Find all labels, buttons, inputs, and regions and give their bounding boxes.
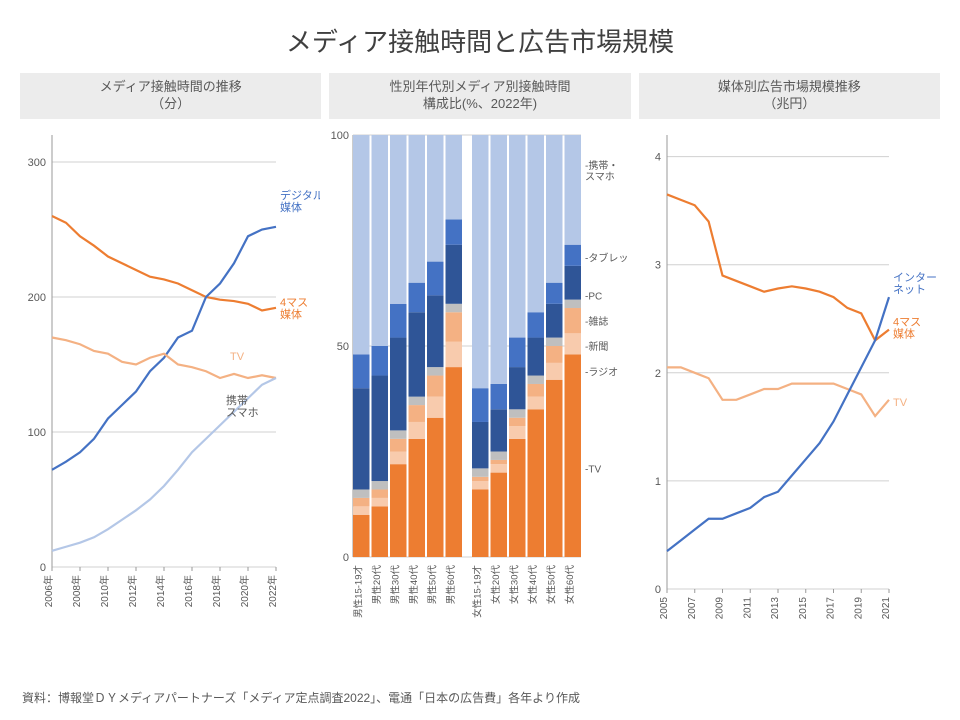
chart3-line: 0 1 2 3 4 2005 2007 2009 2011 2013 2015 2017 2019 202… — [639, 129, 940, 633]
svg-text:4マス媒体: 4マス媒体 — [893, 316, 921, 340]
svg-text:-タブレット: -タブレット — [585, 251, 629, 264]
svg-text:1: 1 — [655, 476, 661, 488]
chart2-stacked-bar: 0 50 100 男性15-19才男性20代男性30代男性40代男性50代男性60代 女… — [329, 129, 630, 633]
svg-text:0: 0 — [40, 562, 46, 574]
svg-text:2: 2 — [655, 368, 661, 380]
svg-text:2016年: 2016年 — [182, 575, 195, 607]
svg-text:男性40代: 男性40代 — [408, 564, 420, 604]
svg-text:女性15-19才: 女性15-19才 — [472, 565, 484, 618]
main-title: メディア接触時間と広告市場規模 — [0, 0, 960, 73]
source-text: 資料：博報堂ＤＹメディアパートナーズ「メディア定点調査2022」、電通「日本の広… — [22, 689, 580, 706]
svg-text:2015: 2015 — [797, 596, 808, 619]
svg-text:女性30代: 女性30代 — [509, 564, 521, 604]
panel-composition: 性別年代別メディア別接触時間構成比(%、2022年) 0 50 100 男性15-19… — [329, 73, 630, 633]
svg-text:50: 50 — [337, 341, 349, 353]
svg-text:200: 200 — [28, 292, 46, 304]
svg-text:男性50代: 男性50代 — [427, 564, 439, 604]
svg-text:4: 4 — [655, 151, 661, 163]
svg-text:男性20代: 男性20代 — [371, 564, 383, 604]
panel-ad-market: 媒体別広告市場規模推移（兆円） 0 1 2 3 4 2005 2007 2009 2011 201… — [639, 73, 940, 633]
svg-text:4マス媒体: 4マス媒体 — [280, 297, 308, 321]
panel2-title: 性別年代別メディア別接触時間構成比(%、2022年) — [329, 73, 630, 119]
svg-text:2021: 2021 — [881, 596, 892, 619]
svg-text:2022年: 2022年 — [266, 575, 279, 607]
svg-text:TV: TV — [893, 397, 908, 409]
svg-text:2005: 2005 — [659, 596, 670, 619]
svg-text:2008年: 2008年 — [70, 575, 83, 607]
svg-text:0: 0 — [655, 584, 661, 596]
svg-text:2017: 2017 — [825, 596, 836, 619]
svg-text:女性20代: 女性20代 — [490, 564, 502, 604]
svg-text:2009: 2009 — [714, 596, 725, 619]
svg-text:2007: 2007 — [686, 596, 697, 619]
svg-text:100: 100 — [28, 427, 46, 439]
svg-text:2019: 2019 — [853, 596, 864, 619]
svg-text:-携帯・スマホ: -携帯・スマホ — [585, 159, 618, 183]
panel3-title: 媒体別広告市場規模推移（兆円） — [639, 73, 940, 119]
svg-text:-PC: -PC — [585, 291, 602, 302]
svg-text:2012年: 2012年 — [126, 575, 139, 607]
svg-text:TV: TV — [230, 351, 245, 363]
svg-text:男性30代: 男性30代 — [390, 564, 402, 604]
svg-text:2014年: 2014年 — [154, 575, 167, 607]
svg-text:2011: 2011 — [742, 596, 753, 618]
svg-text:携帯スマホ: 携帯スマホ — [226, 393, 259, 419]
panel-media-time: メディア接触時間の推移（分） 0 100 200 300 2006年 2008年 2010年… — [20, 73, 321, 633]
svg-text:300: 300 — [28, 157, 46, 169]
svg-text:女性60代: 女性60代 — [564, 564, 576, 604]
svg-text:0: 0 — [343, 552, 349, 564]
svg-text:-雑誌: -雑誌 — [585, 315, 608, 328]
charts-row: メディア接触時間の推移（分） 01002003002006年2008年2010年… — [0, 73, 960, 633]
svg-text:2013: 2013 — [770, 596, 781, 619]
svg-text:インターネット: インターネット — [893, 271, 937, 296]
svg-text:女性40代: 女性40代 — [527, 564, 539, 604]
svg-text:-TV: -TV — [585, 464, 601, 475]
svg-text:2020年: 2020年 — [238, 575, 251, 607]
svg-text:男性15-19才: 男性15-19才 — [353, 565, 365, 618]
svg-text:100: 100 — [331, 130, 349, 142]
svg-text:女性50代: 女性50代 — [546, 564, 558, 604]
svg-text:-新聞: -新聞 — [585, 340, 608, 353]
svg-text:2010年: 2010年 — [98, 575, 111, 607]
chart1-line: 0 100 200 300 2006年 2008年 2010年 2012年 2014年 2016年… — [20, 129, 321, 633]
svg-text:2018年: 2018年 — [210, 575, 223, 607]
svg-text:3: 3 — [655, 259, 661, 271]
svg-text:デジタル媒体: デジタル媒体 — [280, 188, 320, 214]
panel1-title: メディア接触時間の推移（分） — [20, 73, 321, 119]
svg-text:2006年: 2006年 — [42, 575, 55, 607]
svg-text:-ラジオ: -ラジオ — [585, 366, 618, 378]
svg-text:男性60代: 男性60代 — [445, 564, 457, 604]
